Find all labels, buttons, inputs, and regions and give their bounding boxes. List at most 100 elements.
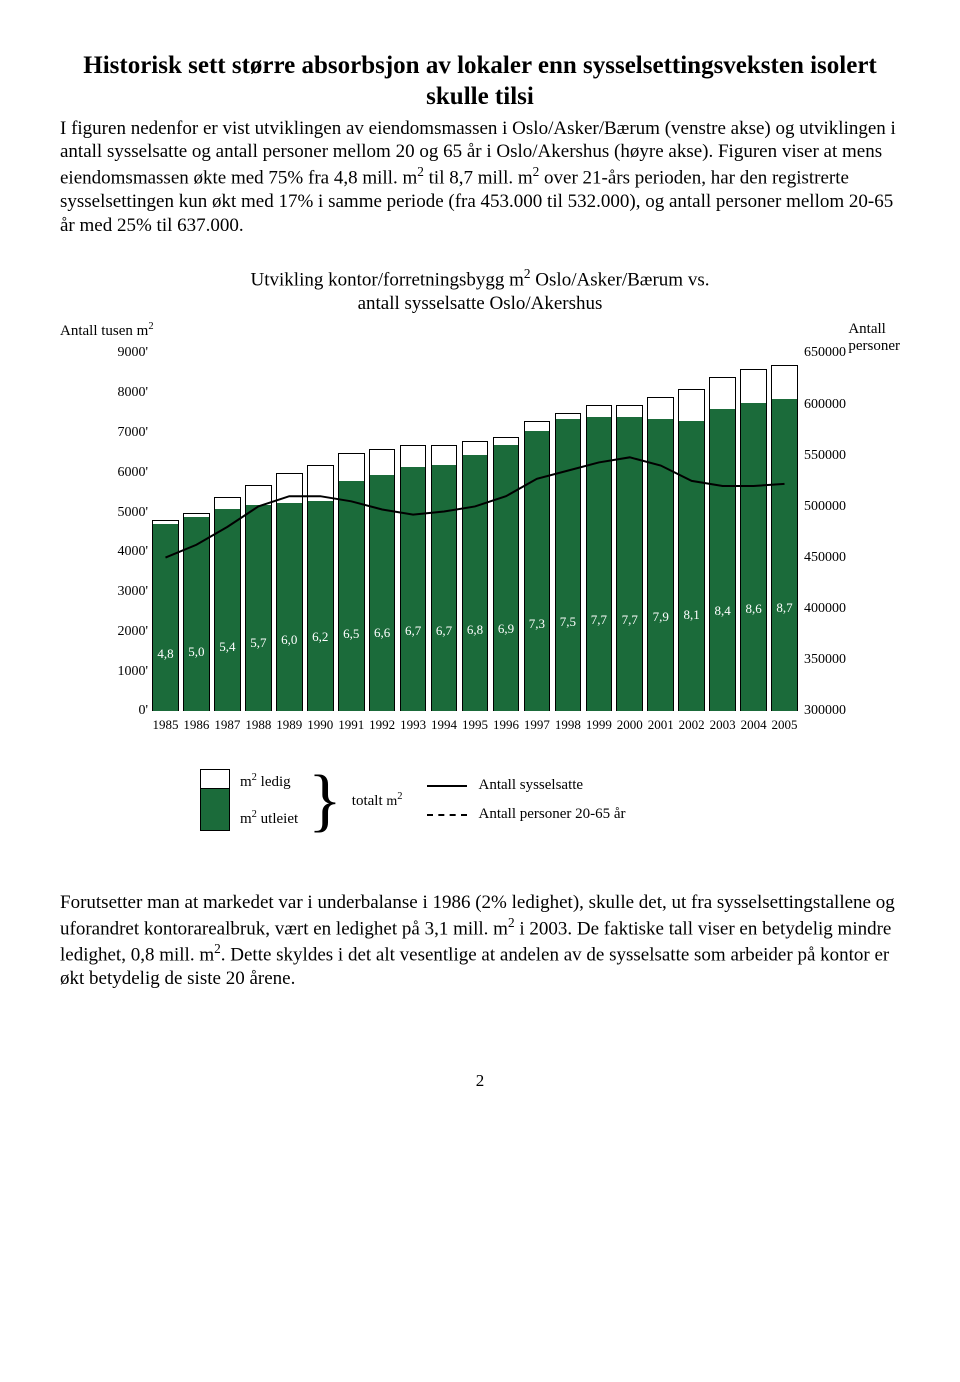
bar-utleiet (338, 481, 365, 712)
bar-utleiet (183, 517, 210, 712)
swatch-utleiet (200, 789, 230, 831)
bar: 8,7 (771, 365, 798, 711)
bar-value-label: 6,8 (467, 622, 483, 638)
bar-ledig (462, 441, 489, 455)
bar: 4,8 (152, 520, 179, 711)
x-label: 1999 (586, 717, 612, 733)
x-label: 2005 (772, 717, 798, 733)
bar-utleiet (678, 421, 705, 711)
page-number: 2 (60, 1071, 900, 1091)
bar-ledig (493, 437, 520, 445)
legend-swatch-stack (200, 769, 230, 831)
bar-ledig (431, 445, 458, 465)
x-label: 2001 (648, 717, 674, 733)
bar: 6,7 (431, 445, 458, 712)
bar-slot: 8,72005 (769, 365, 800, 711)
x-label: 1998 (555, 717, 581, 733)
bar-ledig (338, 453, 365, 481)
bar-slot: 8,12002 (676, 389, 707, 711)
x-label: 1993 (400, 717, 426, 733)
bar-slot: 6,01989 (274, 473, 305, 712)
legend: m2 ledig m2 utleiet } totalt m2 Antall s… (200, 769, 900, 831)
left-axis-title: Antall tusen m2 (60, 321, 154, 340)
bar-value-label: 6,6 (374, 625, 390, 641)
bar: 6,9 (493, 437, 520, 711)
bar-slot: 6,71994 (429, 445, 460, 712)
bar-utleiet (647, 419, 674, 711)
bar-utleiet (462, 455, 489, 712)
bar-utleiet (400, 467, 427, 712)
swatch-ledig (200, 769, 230, 789)
paragraph-1: I figuren nedenfor er vist utviklingen a… (60, 117, 900, 238)
x-label: 1995 (462, 717, 488, 733)
bar-slot: 8,42003 (707, 377, 738, 711)
page-heading: Historisk sett større absorbsjon av loka… (60, 50, 900, 113)
bar-value-label: 7,9 (653, 609, 669, 625)
x-label: 1989 (276, 717, 302, 733)
bar-ledig (771, 365, 798, 399)
y-right-tick: 550000 (804, 448, 866, 464)
bar-slot: 7,72000 (614, 405, 645, 711)
bar: 6,6 (369, 449, 396, 712)
bar-ledig (369, 449, 396, 475)
bar-ledig (647, 397, 674, 419)
x-label: 1987 (214, 717, 240, 733)
y-right-tick: 600000 (804, 397, 866, 413)
bar-utleiet (709, 409, 736, 711)
bar-utleiet (493, 445, 520, 712)
bar: 7,7 (586, 405, 613, 711)
bar: 6,5 (338, 453, 365, 712)
bar-slot: 6,51991 (336, 453, 367, 712)
x-label: 1985 (152, 717, 178, 733)
y-left-tick: 7000' (104, 425, 148, 441)
x-label: 1990 (307, 717, 333, 733)
bar-ledig (586, 405, 613, 417)
bar: 5,7 (245, 485, 272, 712)
x-label: 1992 (369, 717, 395, 733)
x-label: 2004 (741, 717, 767, 733)
x-label: 1991 (338, 717, 364, 733)
bar: 7,9 (647, 397, 674, 711)
y-left-tick: 3000' (104, 584, 148, 600)
bar-value-label: 6,0 (281, 632, 297, 648)
x-label: 1996 (493, 717, 519, 733)
x-label: 2002 (679, 717, 705, 733)
y-right-tick: 500000 (804, 499, 866, 515)
bar-utleiet (555, 419, 582, 711)
bar-ledig (678, 389, 705, 421)
bar-ledig (524, 421, 551, 431)
bar-slot: 6,81995 (460, 441, 491, 711)
bar-utleiet (586, 417, 613, 711)
bar-slot: 5,41987 (212, 497, 243, 712)
y-right-tick: 450000 (804, 550, 866, 566)
bar-value-label: 7,5 (560, 614, 576, 630)
bar-ledig (245, 485, 272, 505)
bar-value-label: 7,7 (622, 612, 638, 628)
bar: 7,7 (616, 405, 643, 711)
bar: 6,7 (400, 445, 427, 712)
bar-slot: 7,71999 (583, 405, 614, 711)
bar-slot: 7,92001 (645, 397, 676, 711)
paragraph-2: Forutsetter man at markedet var i underb… (60, 891, 900, 991)
bar-ledig (276, 473, 303, 503)
x-label: 1994 (431, 717, 457, 733)
bar-slot: 6,21990 (305, 465, 336, 712)
bar: 8,4 (709, 377, 736, 711)
bar-value-label: 6,2 (312, 629, 328, 645)
legend-line-dashed (427, 814, 467, 816)
legend-line-solid (427, 785, 467, 787)
bar-slot: 6,91996 (490, 437, 521, 711)
y-right-tick: 650000 (804, 345, 866, 361)
y-left-tick: 2000' (104, 624, 148, 640)
bar-ledig (307, 465, 334, 501)
bar-slot: 6,61992 (367, 449, 398, 712)
bar-value-label: 7,3 (529, 616, 545, 632)
chart-frame: Antall tusen m2 Antallpersoner 4,819855,… (60, 325, 900, 745)
bars-container: 4,819855,019865,419875,719886,019896,219… (150, 353, 800, 711)
bar-slot: 4,81985 (150, 520, 181, 711)
bar-utleiet (369, 475, 396, 712)
bar-slot: 8,62004 (738, 369, 769, 711)
legend-totalt: totalt m2 (352, 791, 403, 810)
bar: 8,6 (740, 369, 767, 711)
bar-utleiet (771, 399, 798, 711)
